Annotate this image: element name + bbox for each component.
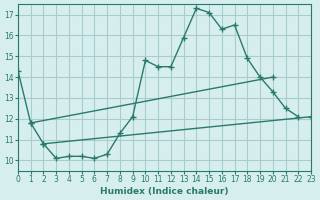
X-axis label: Humidex (Indice chaleur): Humidex (Indice chaleur) xyxy=(100,187,229,196)
